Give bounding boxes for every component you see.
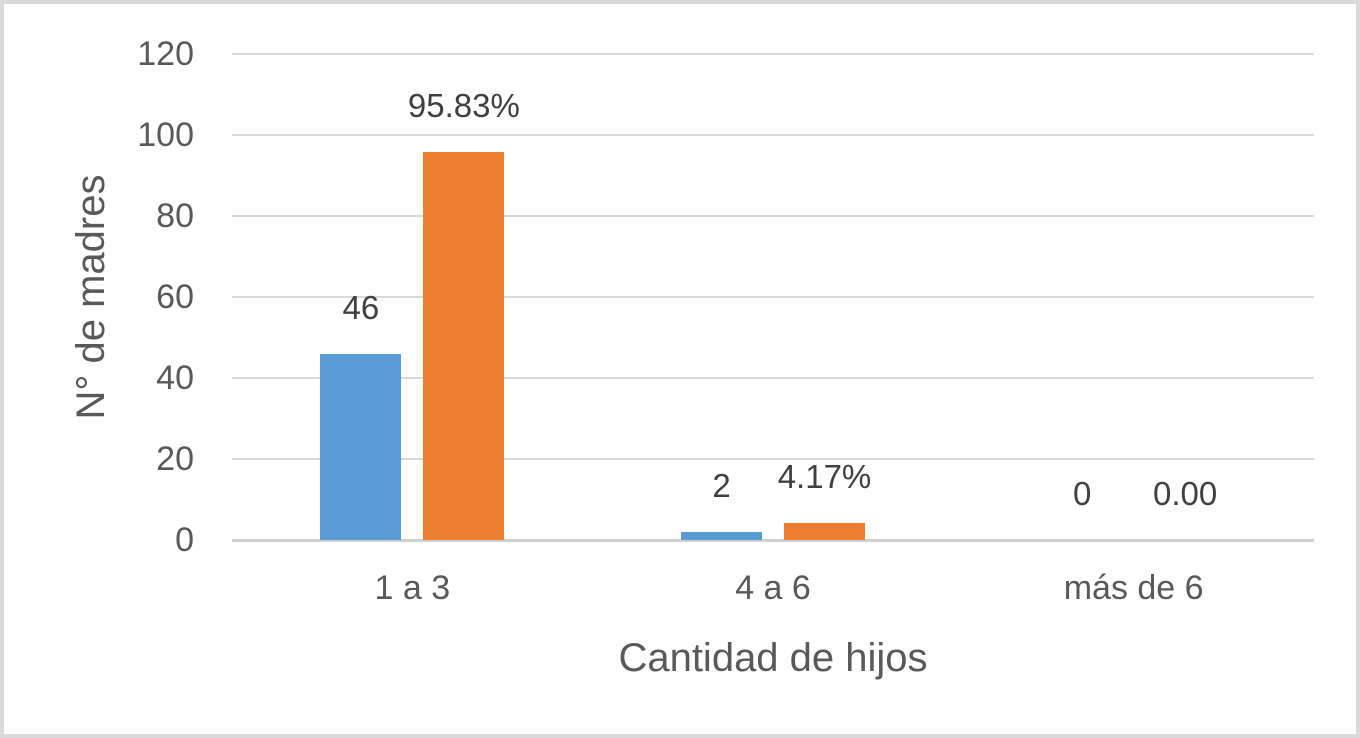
x-axis-line: [232, 539, 1314, 542]
x-axis-category-label: 4 a 6: [735, 569, 811, 607]
data-label: 0.00: [1153, 475, 1218, 512]
x-axis-category-label: 1 a 3: [374, 569, 451, 607]
y-axis-title: N° de madres: [69, 174, 113, 420]
y-axis-tick-label: 0: [175, 521, 194, 559]
y-axis-tick-label: 120: [137, 35, 194, 73]
gridline: [232, 458, 1314, 460]
data-label: 0: [1072, 475, 1092, 512]
bar-series1-1-a-3: [320, 353, 402, 540]
gridline: [232, 134, 1314, 136]
bar-series2-4-a-6: [784, 523, 865, 540]
bar-series1-4-a-6: [681, 531, 762, 540]
plot-area: 0 20 40 60 80 100 120 46 95.83% 2 4.17% 0 0.00 1 a …: [4, 4, 1356, 734]
data-label: 2: [712, 466, 731, 504]
x-axis-category-label: más de 6: [1063, 569, 1204, 607]
y-axis-tick-label: 80: [156, 197, 194, 235]
y-axis-tick-label: 40: [156, 359, 194, 397]
gridline: [232, 296, 1314, 298]
gridline: [232, 377, 1314, 379]
y-axis-tick-label: 100: [137, 116, 194, 154]
x-axis-title: Cantidad de hijos: [618, 636, 928, 680]
y-axis-tick-label: 20: [156, 440, 194, 478]
data-label: 46: [342, 288, 380, 326]
y-axis-tick-label: 60: [156, 278, 194, 316]
gridline: [232, 53, 1314, 55]
bar-series2-1-a-3: [423, 151, 505, 540]
data-label: 4.17%: [777, 458, 872, 496]
gridline: [232, 215, 1314, 217]
data-label: 95.83%: [407, 86, 520, 124]
